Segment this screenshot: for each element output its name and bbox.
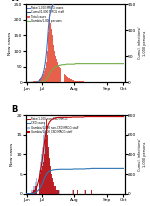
Bar [53,45,54,82]
Bar [55,190,56,194]
Bar [55,56,56,82]
Bar [35,182,36,194]
Bar [42,166,43,194]
Y-axis label: New cases: New cases [10,143,14,166]
Bar [52,35,53,82]
Bar [34,190,35,194]
Bar [70,79,71,82]
Bar [73,80,74,82]
Bar [76,81,77,82]
Bar [42,76,43,82]
Y-axis label: New cases: New cases [8,32,12,55]
Bar [41,154,42,194]
Bar [56,190,57,194]
Bar [57,190,58,194]
Bar [71,79,72,82]
Bar [49,162,50,194]
Bar [60,68,61,82]
Bar [77,81,78,82]
Bar [56,59,57,82]
Bar [44,154,45,194]
Y-axis label: Cumul. infections/
1,000 persons: Cumul. infections/ 1,000 persons [138,138,147,171]
Bar [41,170,42,194]
Bar [69,78,70,82]
Bar [51,174,52,194]
Bar [43,162,44,194]
Bar [48,154,49,194]
Bar [58,190,59,194]
Bar [91,190,92,194]
Text: A: A [12,0,18,2]
Legend: Rate/1,000 non-CSD MRCG, CSD cases, Gambia/1,000 non-CSD MRCG staff, Gambia/1,00: Rate/1,000 non-CSD MRCG, CSD cases, Gamb… [27,117,78,135]
Bar [50,170,51,194]
Bar [50,166,51,194]
Bar [36,81,38,82]
Bar [54,51,55,82]
Bar [65,75,66,82]
Bar [48,32,49,82]
Bar [31,190,32,194]
Bar [42,147,43,194]
Bar [51,29,52,82]
Bar [57,190,58,194]
Bar [59,190,60,194]
Bar [32,190,33,194]
Bar [47,147,48,194]
Bar [50,23,51,82]
Bar [41,77,42,82]
Bar [34,81,35,82]
Bar [84,190,85,194]
Bar [43,74,44,82]
Bar [67,77,68,82]
Bar [49,14,50,82]
Bar [72,80,73,82]
Bar [75,81,76,82]
Bar [46,139,47,194]
Bar [56,190,57,194]
Bar [78,81,79,82]
Bar [66,76,67,82]
Bar [77,190,78,194]
Bar [85,190,86,194]
Bar [55,186,56,194]
Bar [36,186,38,194]
Bar [52,182,53,194]
Bar [72,190,73,194]
Bar [34,186,35,194]
Bar [53,186,54,194]
Bar [58,190,59,194]
Bar [45,131,46,194]
Bar [45,68,46,82]
Bar [61,70,62,82]
Bar [36,178,38,194]
Bar [45,139,46,194]
Bar [68,78,69,82]
Bar [49,158,50,194]
Bar [54,186,55,194]
Bar [52,178,53,194]
Bar [46,62,47,82]
Bar [35,186,36,194]
Bar [33,186,34,194]
Bar [35,81,36,82]
Bar [47,51,48,82]
Bar [46,119,47,194]
Bar [33,190,34,194]
Bar [53,182,54,194]
Text: B: B [12,105,18,114]
Bar [54,186,55,194]
Bar [57,62,58,82]
Bar [51,178,52,194]
Bar [44,71,45,82]
Bar [74,81,75,82]
Bar [44,123,45,194]
Bar [48,147,49,194]
Bar [59,67,60,82]
Bar [58,65,59,82]
Bar [73,190,74,194]
Y-axis label: Cumul. infections/
1,000 persons: Cumul. infections/ 1,000 persons [138,27,147,60]
Bar [43,135,44,194]
Bar [47,135,48,194]
Legend: Rate/1,000 MRCG cases, Cumul/1,000 MRCG staff, Total cases, Gambia/1,000 persons: Rate/1,000 MRCG cases, Cumul/1,000 MRCG … [27,6,64,23]
